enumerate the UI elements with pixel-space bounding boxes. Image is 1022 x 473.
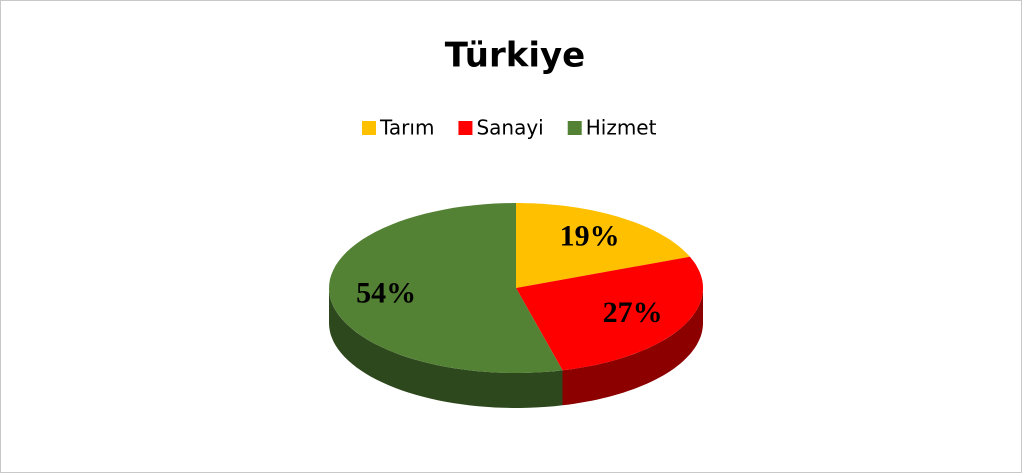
legend-swatch <box>362 121 376 135</box>
data-label: 19% <box>560 220 620 253</box>
legend-label: Hizmet <box>586 116 657 140</box>
data-label: 27% <box>603 296 663 329</box>
slice <box>329 203 563 373</box>
slice <box>516 203 690 288</box>
legend-swatch <box>458 121 473 135</box>
slice-side <box>562 288 703 406</box>
data-label: 54% <box>356 276 416 309</box>
slice <box>516 256 703 371</box>
legend-swatch <box>567 121 582 135</box>
chart-title: Türkiye <box>445 36 585 76</box>
legend-label: Sanayi <box>476 116 543 140</box>
legend-label: Tarım <box>379 116 434 140</box>
slice-side <box>329 288 563 408</box>
